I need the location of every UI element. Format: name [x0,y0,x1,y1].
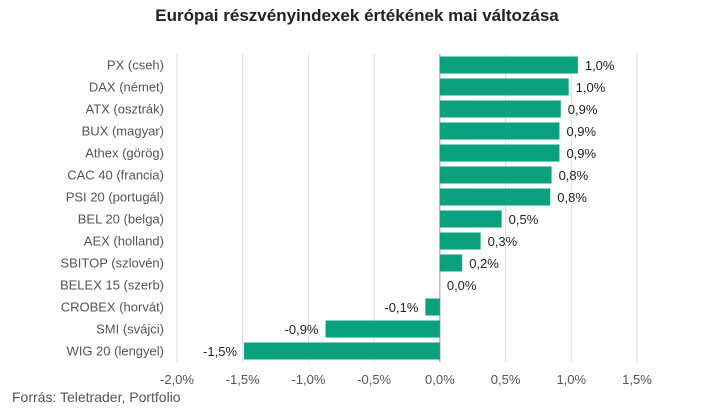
value-label: 0,3% [488,234,518,249]
bar [439,188,551,206]
value-label: 1,0% [576,80,606,95]
x-tick-label: -0,5% [357,372,391,387]
value-label: 0,9% [568,102,598,117]
value-label: 0,8% [557,190,587,205]
x-tick-label: 1,5% [622,372,652,387]
category-label: BEL 20 (belga) [78,212,164,227]
category-label: ATX (osztrák) [86,102,165,117]
category-label: SBITOP (szlovén) [60,256,164,271]
bar [439,56,578,74]
bar [425,298,440,316]
value-label: 0,9% [566,124,596,139]
bar [439,232,481,250]
value-label: 0,8% [559,168,589,183]
category-label: BUX (magyar) [82,124,164,139]
x-tick-labels: -2,0% -1,5% -1,0% -0,5% 0,0% 0,5% 1,0% 1,5% [160,372,652,387]
grid-lines [176,54,638,362]
category-labels: PX (cseh) DAX (német) ATX (osztrák) BUX (ma… [60,58,164,359]
x-tick-label: 1,0% [556,372,586,387]
category-label: DAX (német) [89,80,164,95]
bar [439,166,552,184]
category-label: WIG 20 (lengyel) [66,344,164,359]
bar [439,122,560,140]
x-tick-label: -1,0% [291,372,325,387]
category-label: PX (cseh) [107,58,164,73]
value-labels: 1,0% 1,0% 0,9% 0,9% 0,9% 0,8% 0,8% 0,5% 0,3% 0,2%… [203,58,615,359]
chart-title: Európai részvényindexek értékének mai vá… [155,6,559,25]
bar [244,342,440,360]
value-label: 0,0% [447,278,477,293]
category-label: CAC 40 (francia) [67,168,164,183]
value-label: 0,9% [566,146,596,161]
bar [439,100,561,118]
value-label: -1,5% [203,344,237,359]
bar [439,210,502,228]
bar [439,78,569,96]
value-label: 0,5% [509,212,539,227]
category-label: CROBEX (horvát) [61,300,164,315]
value-label: 1,0% [585,58,615,73]
category-label: AEX (holland) [84,234,164,249]
bar [439,144,560,162]
value-label: 0,2% [469,256,499,271]
value-label: -0,1% [384,300,418,315]
x-tick-label: -2,0% [160,372,194,387]
category-label: SMI (svájci) [96,322,164,337]
x-tick-label: 0,0% [425,372,455,387]
value-label: -0,9% [285,322,319,337]
bars [244,56,578,360]
category-label: PSI 20 (portugál) [66,190,164,205]
source-note: Forrás: Teletrader, Portfolio [12,389,181,405]
bar [439,254,463,272]
x-tick-label: -1,5% [226,372,260,387]
category-label: Athex (görög) [85,146,164,161]
x-tick-label: 0,5% [491,372,521,387]
bar [325,320,440,338]
category-label: BELEX 15 (szerb) [60,278,164,293]
